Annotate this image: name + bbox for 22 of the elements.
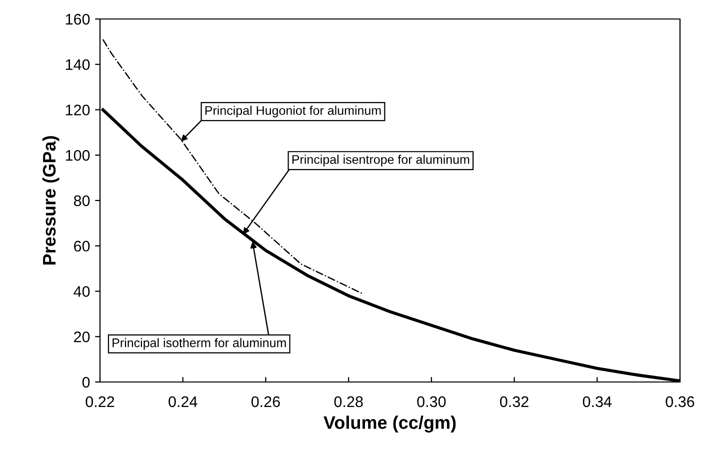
y-tick-label: 100 <box>66 150 90 161</box>
x-tick-label: 0.22 <box>86 396 114 408</box>
x-tick-label: 0.36 <box>666 396 694 408</box>
x-tick-label: 0.28 <box>334 396 363 408</box>
y-tick-label: 60 <box>74 240 90 252</box>
x-tick-label: 0.34 <box>582 396 612 408</box>
y-tick-label: 140 <box>66 59 90 70</box>
x-tick-label: 0.26 <box>251 396 280 408</box>
y-tick-label: 0 <box>82 376 90 388</box>
y-tick-label: 120 <box>66 104 90 116</box>
y-tick-label: 20 <box>74 331 90 342</box>
annotation: Principal Hugoniot for aluminum <box>205 106 381 118</box>
annotation: Principal isotherm for aluminum <box>112 338 286 350</box>
annotation: Principal isentrope for aluminum <box>292 154 470 166</box>
x-tick-label: 0.32 <box>500 396 528 408</box>
y-tick-label: 160 <box>66 14 90 25</box>
y-tick-label: 40 <box>74 286 90 297</box>
y-tick-label: 80 <box>74 195 90 206</box>
x-axis-title: Volume (cc/gm) <box>324 416 456 433</box>
y-axis-title: Pressure (GPa) <box>42 136 60 265</box>
x-tick-label: 0.24 <box>168 396 198 408</box>
x-tick-label: 0.30 <box>417 396 446 408</box>
